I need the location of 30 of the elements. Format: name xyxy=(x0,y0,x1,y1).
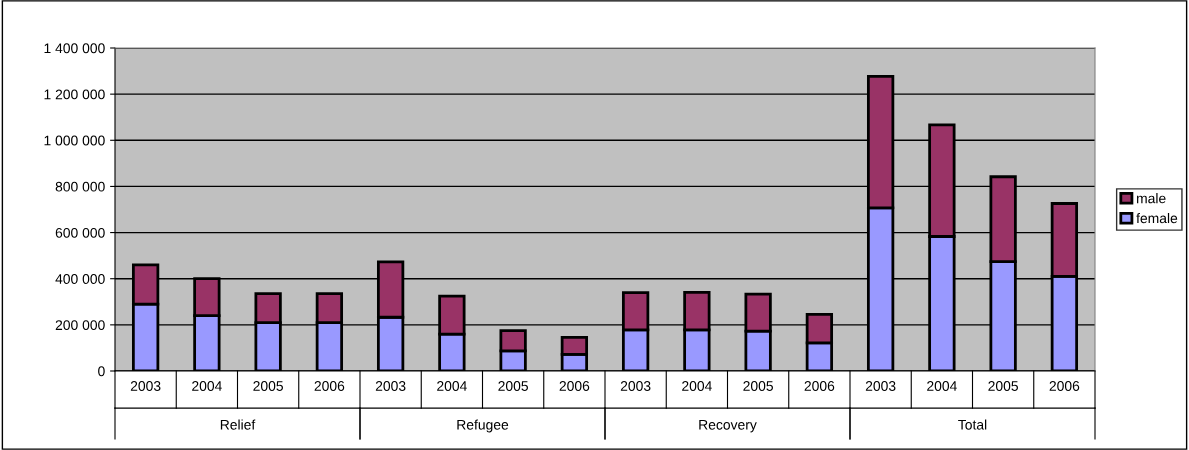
x-tick-label: 2004 xyxy=(682,381,712,391)
text: Total xyxy=(958,419,987,430)
text: Recovery xyxy=(699,419,757,433)
x-tick-label: 2004 xyxy=(437,381,467,391)
x-tick-label: 2003 xyxy=(375,381,406,391)
x-tick-label: 2003 xyxy=(865,381,896,391)
y-tick-label: 0 xyxy=(98,366,105,377)
x-tick-label: 2003 xyxy=(130,381,161,391)
x-tick-label: 2004 xyxy=(927,381,957,391)
legend-label: female xyxy=(1136,212,1178,224)
x-tick-label: 2006 xyxy=(804,381,835,391)
y-tick-label: 1 000 000 xyxy=(44,135,105,146)
x-tick-label: 2006 xyxy=(559,381,590,391)
x-tick-label: 2004 xyxy=(192,381,222,391)
y-tick-label: 400 000 xyxy=(55,274,105,284)
text: Refugee xyxy=(457,419,509,433)
y-tick-label: 200 000 xyxy=(55,320,105,331)
x-tick-label: 2006 xyxy=(1049,381,1080,391)
x-tick-label: 2005 xyxy=(498,381,528,391)
y-tick-label: 800 000 xyxy=(55,181,105,192)
x-tick-label: 2005 xyxy=(988,381,1018,391)
legend-label: male xyxy=(1137,193,1166,204)
text: Relief xyxy=(220,419,256,430)
y-tick-label: 1 400 000 xyxy=(44,43,105,54)
y-tick-label: 1 200 000 xyxy=(44,89,105,100)
y-tick-label: 600 000 xyxy=(55,227,105,238)
x-tick-label: 2003 xyxy=(620,381,651,391)
x-tick-label: 2005 xyxy=(253,381,283,391)
x-tick-label: 2006 xyxy=(314,381,345,391)
x-tick-label: 2005 xyxy=(743,381,773,391)
